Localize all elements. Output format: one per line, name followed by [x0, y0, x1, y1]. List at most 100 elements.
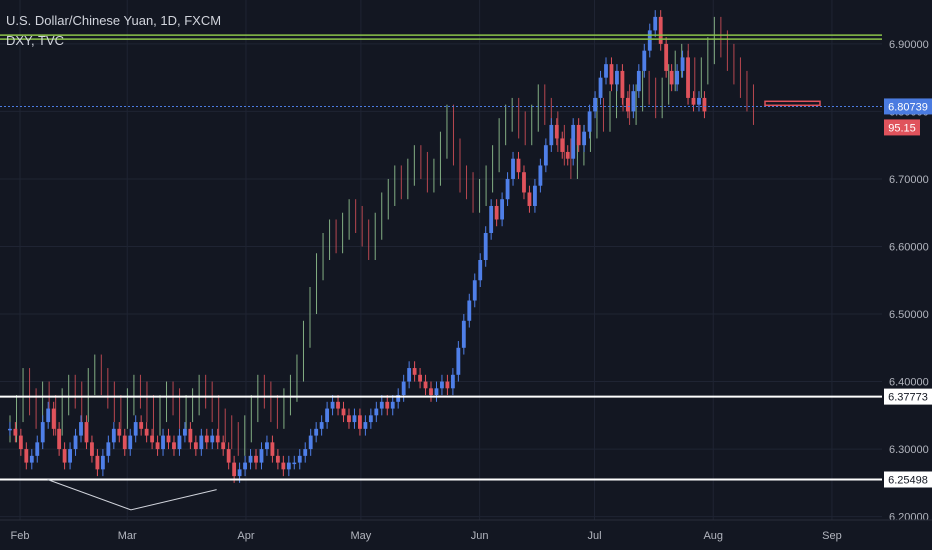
x-tick-label-6: Aug — [703, 530, 723, 542]
candle-body — [647, 30, 652, 51]
candle-body — [144, 428, 149, 436]
candle-body — [166, 435, 171, 443]
candle-body — [303, 449, 308, 456]
candle-body — [549, 124, 554, 146]
candle-body — [379, 401, 384, 409]
candle-body — [363, 422, 368, 429]
candle-body — [500, 199, 505, 220]
candle-body — [215, 435, 220, 443]
price-axis-bg — [882, 0, 932, 520]
candle-body — [243, 462, 247, 470]
candle-body — [265, 442, 269, 450]
candle-body — [396, 395, 401, 402]
candle-body — [571, 124, 576, 159]
candle-body — [407, 368, 412, 382]
candle-body — [516, 158, 521, 173]
candle-body — [429, 388, 433, 396]
candle-body — [625, 97, 630, 112]
candle-body — [221, 442, 226, 450]
candle-body — [336, 401, 340, 409]
candle-body — [450, 374, 455, 389]
candle-body — [199, 435, 204, 450]
candle-body — [412, 368, 417, 375]
candle-body — [314, 428, 319, 436]
x-tick-label-5: Jul — [587, 530, 601, 542]
y-tick-label-3: 6.60000 — [889, 241, 929, 253]
candle-body — [57, 428, 62, 450]
dxy-tag-bg — [884, 119, 920, 136]
candle-body — [226, 449, 231, 463]
current-price-tag: 6.80739 — [888, 101, 928, 113]
candle-body — [117, 428, 122, 436]
candle-body — [522, 172, 526, 193]
candle-body — [62, 449, 67, 463]
y-tick-label-5: 6.40000 — [889, 377, 929, 389]
candle-body — [46, 408, 51, 423]
candle-body — [275, 455, 280, 463]
candle-body — [434, 388, 439, 396]
candle-body — [533, 185, 537, 206]
candle-body — [188, 428, 193, 443]
candle-body — [456, 347, 461, 375]
price-axis[interactable]: 6.377736.254986.900006.800006.700006.600… — [882, 0, 932, 524]
candle-body — [106, 442, 111, 456]
y-tick-label-4: 6.50000 — [889, 309, 929, 321]
candle-body — [686, 57, 690, 98]
candle-body — [133, 422, 138, 436]
x-tick-label-3: May — [350, 530, 371, 542]
candle-body — [29, 455, 34, 463]
support-tag-text-1: 6.25498 — [888, 474, 928, 486]
candle-body — [440, 381, 444, 389]
v-pattern-line — [47, 479, 217, 511]
candle-body — [620, 70, 625, 98]
overlay-legend[interactable]: DXY, TVC — [6, 33, 65, 48]
x-tick-label-2: Apr — [237, 530, 254, 542]
candle-body — [374, 408, 379, 416]
candle-body — [615, 70, 619, 85]
dxy-overlay-series — [9, 16, 754, 456]
dxy-value-tag: 95.15 — [888, 122, 916, 134]
candle-body — [111, 428, 116, 443]
candle-body — [653, 16, 658, 31]
chart-legend: U.S. Dollar/Chinese Yuan, 1D, FXCM DXY, … — [6, 11, 221, 51]
candle-body — [368, 415, 373, 423]
candle-body — [204, 435, 209, 443]
candle-body — [445, 381, 450, 389]
candle-body — [341, 408, 346, 416]
candle-body — [308, 435, 313, 450]
candle-body — [352, 415, 357, 423]
candle-body — [330, 401, 335, 409]
time-axis[interactable]: Feb Mar Apr May Jun Jul Aug Sep — [0, 519, 932, 550]
candle-body — [347, 415, 351, 423]
candle-body — [691, 97, 696, 105]
candle-body — [281, 462, 286, 470]
symbol-legend[interactable]: U.S. Dollar/Chinese Yuan, 1D, FXCM — [6, 13, 222, 28]
candle-body — [664, 43, 669, 71]
candle-body — [161, 435, 165, 450]
candle-body — [505, 178, 510, 200]
candle-body — [139, 422, 144, 429]
grid-lines — [0, 0, 882, 520]
candle-body — [478, 260, 483, 281]
pattern-drawings — [47, 100, 821, 511]
candle-body — [587, 111, 592, 132]
candle-body — [51, 408, 56, 429]
x-tick-label-7: Sep — [822, 530, 842, 542]
candle-body — [576, 124, 581, 146]
candle-body — [100, 455, 105, 470]
candle-body — [24, 449, 29, 463]
candle-body — [554, 124, 559, 139]
candle-body — [609, 64, 614, 85]
candle-body — [40, 422, 45, 443]
candle-body — [538, 165, 543, 186]
candle-body — [418, 374, 422, 382]
horizontal-levels[interactable] — [0, 34, 882, 481]
candle-body — [172, 442, 176, 450]
candle-body — [13, 428, 18, 436]
candle-body — [297, 455, 302, 463]
y-tick-label-0: 6.90000 — [889, 39, 929, 51]
candle-body — [401, 381, 406, 396]
candle-body — [237, 469, 242, 477]
